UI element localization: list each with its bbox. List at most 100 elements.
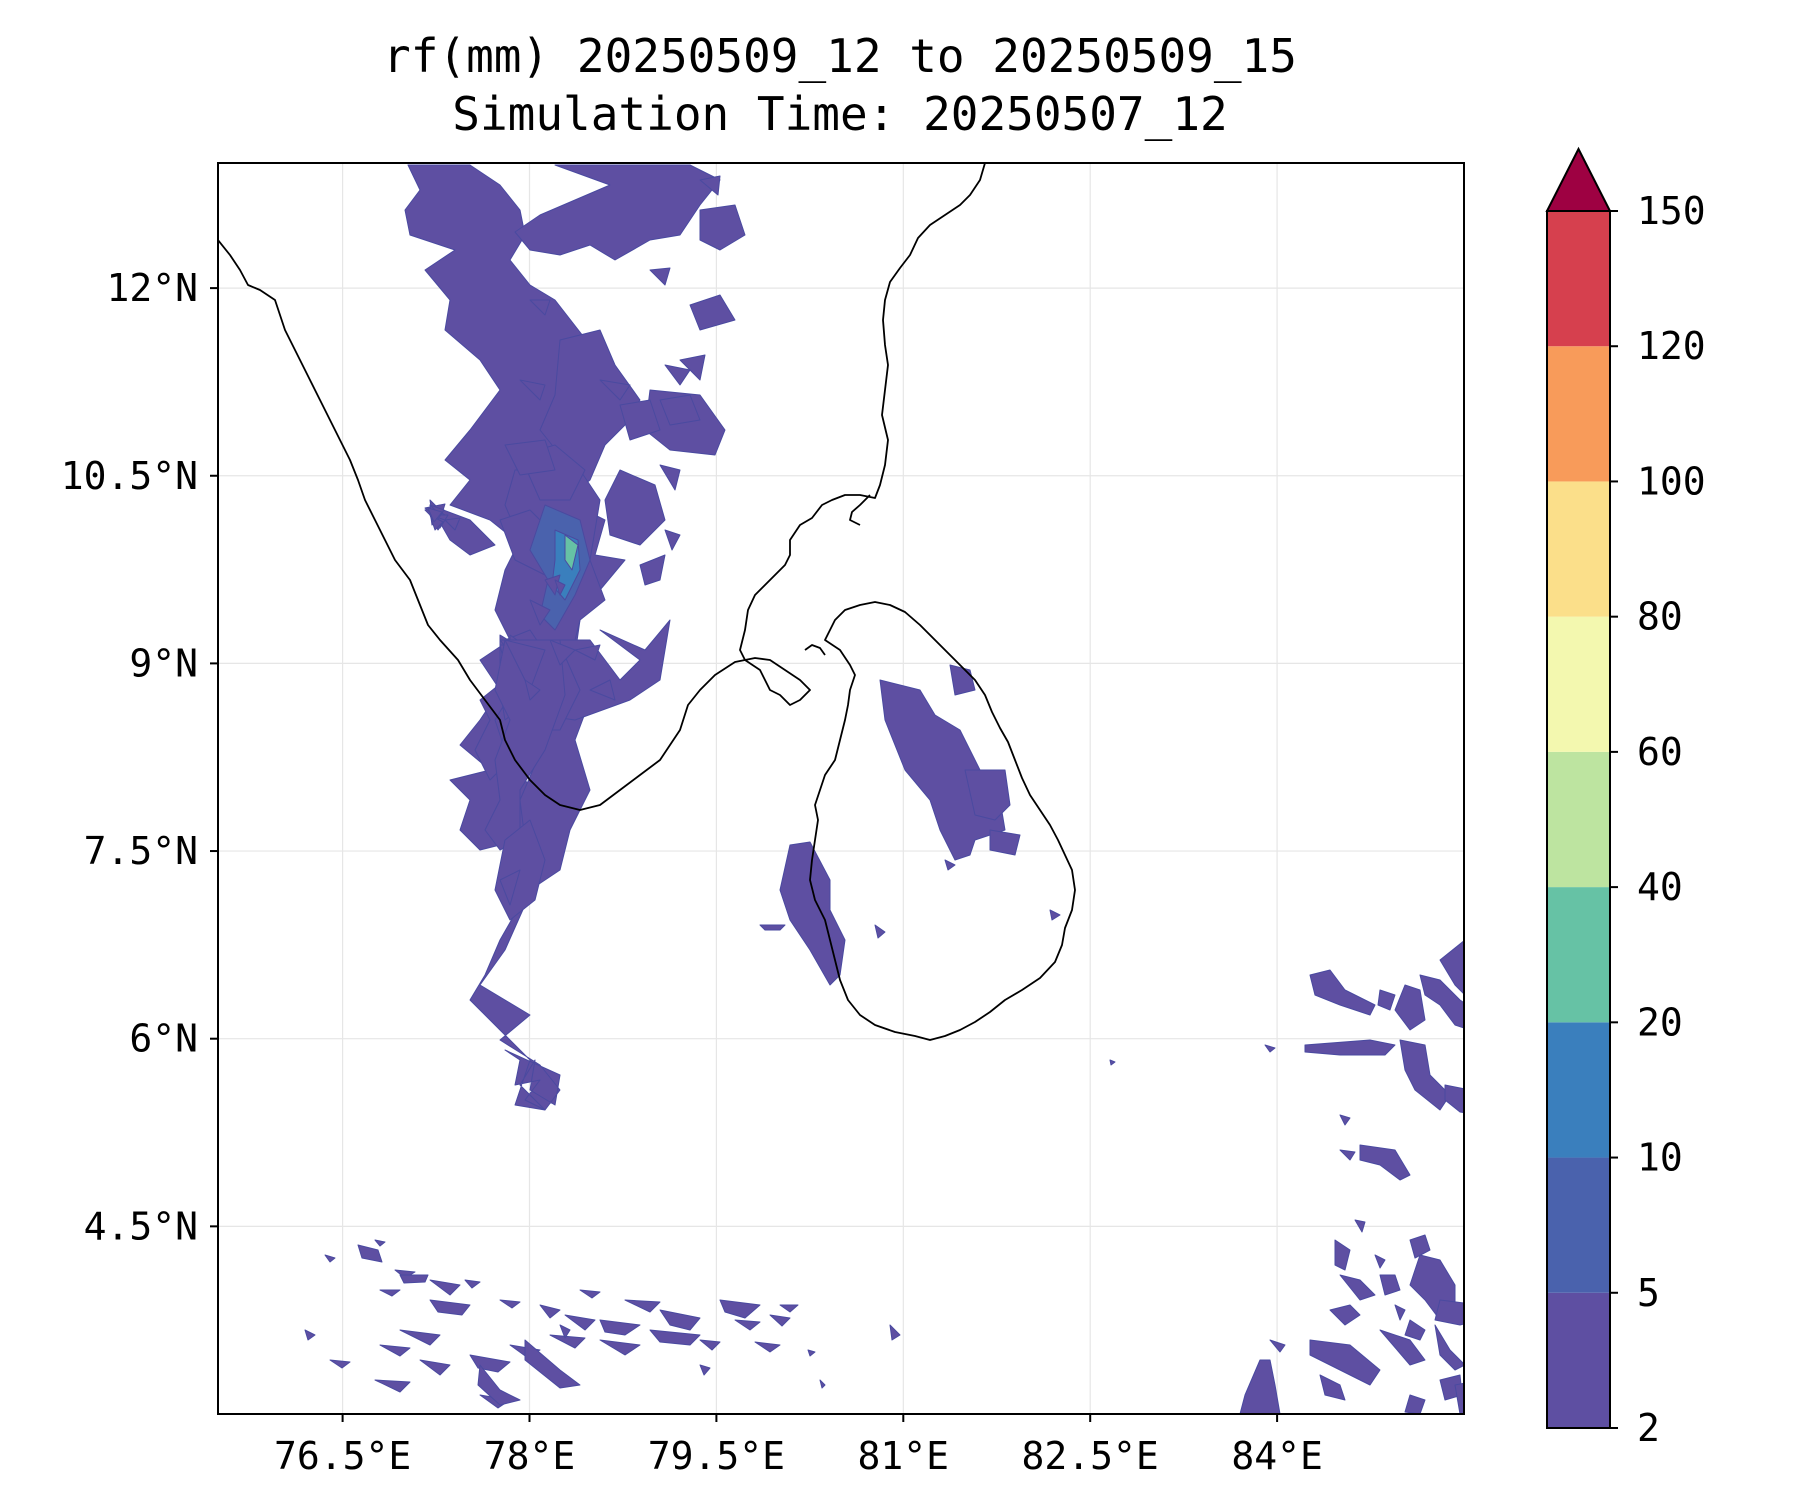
rain-region-kodaikanal xyxy=(504,439,556,476)
rain-cell-sl-4 xyxy=(1049,909,1061,921)
lon-axis: 76.5°E 78°E 79.5°E 81°E 82.5°E 84°E xyxy=(274,1414,1323,1478)
rain-cell-20 xyxy=(549,639,576,666)
colorbar-tick-label: 20 xyxy=(1637,1000,1683,1044)
lon-tick-label: 79.5°E xyxy=(648,1434,785,1478)
colorbar-segment xyxy=(1547,616,1610,752)
rain-cell-se-13 xyxy=(1339,1274,1376,1301)
rain-cell-sw-32 xyxy=(374,1379,411,1393)
rain-cell-1 xyxy=(699,204,746,251)
rain-cell-se-14 xyxy=(1379,1274,1401,1296)
rain-cell-33 xyxy=(427,507,443,523)
rain-cell-sw-36 xyxy=(807,1349,816,1357)
lon-tick-label: 78°E xyxy=(484,1434,576,1478)
mannar-coastline xyxy=(804,644,826,656)
rain-cell-se-18 xyxy=(1404,1319,1426,1341)
rain-cell-sw-30 xyxy=(754,1341,781,1353)
rain-cell-se-2 xyxy=(1377,989,1396,1011)
rain-cell-sw-11 xyxy=(599,1319,641,1336)
rain-cell-se-10 xyxy=(1339,1114,1351,1126)
rain-cell-se-34 xyxy=(1374,1254,1386,1269)
rain-region-sri-lanka-west xyxy=(779,841,846,986)
lon-tick-label: 84°E xyxy=(1231,1434,1323,1478)
rain-cell-sw-33 xyxy=(477,1364,521,1406)
rain-cell-sw-28 xyxy=(624,1299,661,1313)
rain-cell-se-11 xyxy=(1354,1219,1366,1233)
rain-cell-se-1 xyxy=(1309,969,1376,1016)
rain-cell-16 xyxy=(699,175,721,196)
rain-cell-se-4 xyxy=(1394,984,1426,1031)
rain-cell-sl-2 xyxy=(874,924,886,939)
rain-cell-se-24 xyxy=(1239,1359,1281,1414)
rain-cell-14 xyxy=(519,379,546,401)
rain-region-tail-west xyxy=(499,869,521,906)
rain-region-deep-south xyxy=(504,639,546,691)
rain-cell-se-8 xyxy=(1444,1084,1464,1114)
rain-region-central-tn xyxy=(604,469,666,546)
rain-cell-7 xyxy=(599,379,631,401)
rain-cell-sw-15 xyxy=(779,1304,799,1313)
rain-cell-sl-1 xyxy=(759,924,786,931)
rain-cell-sw-39 xyxy=(324,1254,336,1263)
rain-cell-6 xyxy=(664,364,691,386)
colorbar-tick-label: 2 xyxy=(1637,1406,1660,1450)
map-subtitle: Simulation Time: 20250507_12 xyxy=(452,87,1227,141)
rain-cell-sw-24 xyxy=(329,1359,351,1369)
rain-cell-sl-5 xyxy=(1109,1059,1116,1066)
rain-cell-sw-26 xyxy=(559,1324,571,1339)
colorbar-tick-label: 120 xyxy=(1637,324,1706,368)
rain-cell-24 xyxy=(554,579,566,596)
lon-tick-label: 82.5°E xyxy=(1022,1434,1159,1478)
rain-cell-11 xyxy=(639,554,666,586)
rain-cell-sw-38 xyxy=(304,1329,316,1341)
rain-cell-se-30 xyxy=(1339,1149,1356,1161)
rain-cell-sw-41 xyxy=(579,1289,601,1299)
lat-tick-label: 4.5°N xyxy=(84,1204,198,1248)
rain-cell-9 xyxy=(659,464,681,491)
map-panel xyxy=(218,163,1464,1414)
rain-cell-se-27 xyxy=(1404,1394,1426,1414)
rain-cell-15 xyxy=(649,267,671,286)
rain-cell-sw-17 xyxy=(649,1329,701,1346)
colorbar-tick-label: 80 xyxy=(1637,595,1683,639)
colorbar-segment xyxy=(1547,211,1610,347)
coastlines xyxy=(218,163,1076,1041)
rain-region-sri-lanka-southeast xyxy=(989,829,1021,856)
rain-cell-sw-40 xyxy=(374,1239,386,1247)
rain-cell-sw-14 xyxy=(769,1314,791,1327)
rain-cell-sw-9 xyxy=(539,1304,561,1319)
rain-cell-18 xyxy=(529,599,551,626)
colorbar-tick-label: 60 xyxy=(1637,730,1683,774)
rain-cell-se-3 xyxy=(1304,1039,1396,1056)
rain-cell-se-15 xyxy=(1409,1234,1431,1259)
colorbar-tick-label: 150 xyxy=(1637,189,1706,233)
rain-cell-8 xyxy=(619,399,661,441)
lat-tick-label: 7.5°N xyxy=(84,829,198,873)
rain-cell-se-9 xyxy=(1359,1144,1411,1181)
rain-cell-sl-3 xyxy=(944,859,956,871)
rain-cell-se-23 xyxy=(1319,1374,1346,1401)
rain-cell-10 xyxy=(664,529,681,551)
colorbar-frame xyxy=(1546,210,1611,1429)
map-title: rf(mm) 20250509_12 to 20250509_15 xyxy=(383,29,1297,83)
map-frame xyxy=(217,162,1465,1415)
rain-cell-se-17 xyxy=(1434,1299,1464,1326)
lat-tick-label: 10.5°N xyxy=(61,454,198,498)
rain-cell-se-7 xyxy=(1439,940,1464,995)
rain-cell-sw-8 xyxy=(499,1299,521,1309)
rain-cell-sw-12 xyxy=(659,1309,701,1331)
rain-cell-se-21 xyxy=(1379,1329,1426,1366)
colorbar-segment xyxy=(1547,887,1610,1023)
colorbar-tick-label: 10 xyxy=(1637,1136,1683,1180)
rain-cell-sw-6 xyxy=(379,1289,401,1297)
rain-cell-sw-10 xyxy=(564,1314,596,1331)
rain-region-peak-area xyxy=(484,639,566,851)
colorbar-segment xyxy=(1547,481,1610,617)
lon-tick-label: 76.5°E xyxy=(274,1434,411,1478)
rain-cell-se-22 xyxy=(1309,1339,1381,1386)
rain-cell-sw-16 xyxy=(734,1319,761,1331)
rain-cell-sw-18 xyxy=(599,1339,641,1356)
rain-region-sri-lanka-east xyxy=(964,769,1011,821)
colorbar-segment xyxy=(1547,346,1610,482)
rain-cell-sw-3 xyxy=(429,1279,461,1296)
